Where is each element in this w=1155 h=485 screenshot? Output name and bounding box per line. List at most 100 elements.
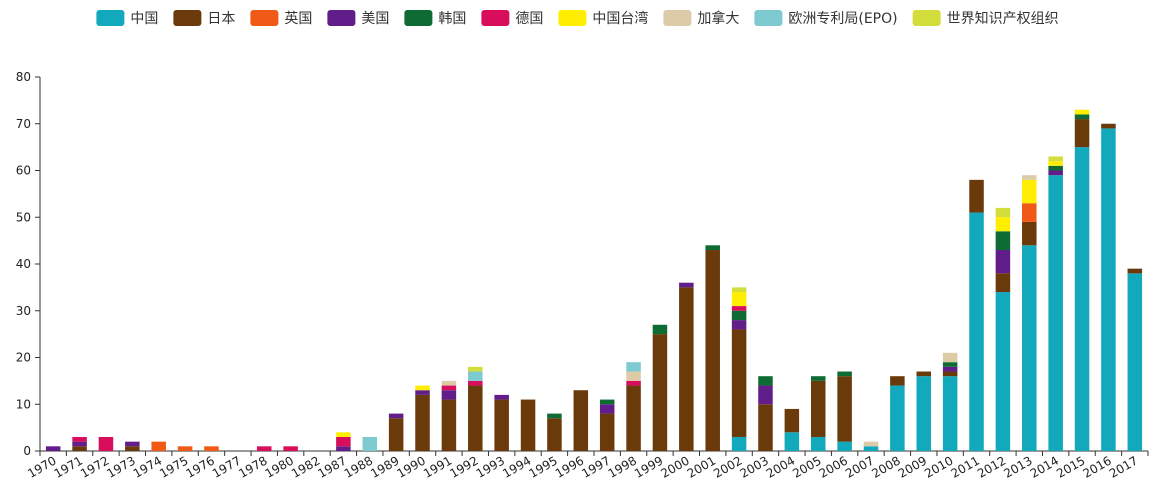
bar-segment[interactable]: [599, 399, 615, 405]
bar-segment[interactable]: [784, 432, 800, 451]
bar-segment[interactable]: [468, 385, 483, 451]
bar-segment[interactable]: [758, 385, 773, 405]
bar-segment[interactable]: [942, 362, 958, 367]
legend-item[interactable]: 英国: [250, 10, 312, 27]
bar-segment[interactable]: [995, 217, 1011, 232]
bar-segment[interactable]: [626, 362, 641, 372]
bar-segment[interactable]: [204, 446, 219, 451]
bar-segment[interactable]: [415, 390, 430, 395]
bar-segment[interactable]: [837, 441, 852, 451]
bar-segment[interactable]: [151, 441, 166, 451]
bar-segment[interactable]: [1048, 170, 1063, 176]
bar-segment[interactable]: [1048, 156, 1063, 162]
bar-segment[interactable]: [599, 413, 615, 451]
bar-segment[interactable]: [1048, 175, 1063, 452]
bar-segment[interactable]: [890, 376, 905, 386]
bar-segment[interactable]: [679, 287, 694, 451]
bar-segment[interactable]: [441, 380, 457, 386]
bar-segment[interactable]: [652, 324, 668, 335]
bar-segment[interactable]: [995, 273, 1011, 293]
bar-segment[interactable]: [125, 441, 140, 447]
bar-segment[interactable]: [1127, 273, 1143, 451]
bar-segment[interactable]: [1022, 203, 1037, 222]
bar-segment[interactable]: [415, 385, 430, 391]
bar-segment[interactable]: [995, 207, 1011, 218]
bar-segment[interactable]: [1022, 221, 1037, 246]
bar-segment[interactable]: [810, 376, 826, 381]
bar-segment[interactable]: [652, 334, 668, 451]
bar-segment[interactable]: [1048, 165, 1063, 171]
bar-segment[interactable]: [72, 436, 87, 442]
bar-segment[interactable]: [731, 292, 747, 307]
bar-segment[interactable]: [679, 282, 694, 288]
bar-segment[interactable]: [256, 446, 272, 451]
bar-segment[interactable]: [441, 385, 457, 391]
bar-segment[interactable]: [441, 399, 457, 451]
bar-segment[interactable]: [1127, 268, 1143, 274]
bar-segment[interactable]: [890, 385, 905, 451]
bar-segment[interactable]: [916, 371, 932, 377]
bar-segment[interactable]: [942, 376, 958, 451]
bar-segment[interactable]: [942, 366, 958, 372]
bar-segment[interactable]: [758, 376, 773, 386]
bar-segment[interactable]: [1101, 128, 1116, 452]
bar-segment[interactable]: [362, 436, 378, 451]
bar-segment[interactable]: [1022, 179, 1037, 204]
bar-segment[interactable]: [388, 418, 404, 451]
bar-segment[interactable]: [626, 371, 641, 381]
bar-segment[interactable]: [916, 376, 932, 451]
bar-segment[interactable]: [731, 329, 747, 437]
bar-segment[interactable]: [547, 413, 562, 419]
bar-segment[interactable]: [1101, 123, 1116, 129]
legend-item[interactable]: 韩国: [404, 10, 466, 27]
bar-segment[interactable]: [731, 436, 747, 451]
bar-segment[interactable]: [573, 390, 589, 451]
bar-segment[interactable]: [731, 287, 747, 293]
bar-segment[interactable]: [810, 436, 826, 451]
bar-segment[interactable]: [468, 366, 483, 372]
bar-segment[interactable]: [547, 418, 562, 451]
bar-segment[interactable]: [705, 245, 720, 250]
bar-segment[interactable]: [626, 385, 641, 451]
bar-segment[interactable]: [810, 380, 826, 437]
bar-segment[interactable]: [837, 371, 852, 377]
bar-segment[interactable]: [863, 446, 879, 451]
legend-item[interactable]: 世界知识产权组织: [912, 10, 1059, 27]
bar-segment[interactable]: [626, 380, 641, 386]
legend-item[interactable]: 欧洲专利局(EPO): [754, 10, 898, 27]
bar-segment[interactable]: [98, 436, 114, 451]
bar-segment[interactable]: [125, 446, 140, 451]
bar-segment[interactable]: [468, 380, 483, 386]
bar-segment[interactable]: [1074, 114, 1090, 120]
bar-segment[interactable]: [758, 404, 773, 451]
bar-segment[interactable]: [388, 413, 404, 419]
bar-segment[interactable]: [177, 446, 193, 451]
bar-segment[interactable]: [599, 404, 615, 414]
bar-segment[interactable]: [1022, 245, 1037, 451]
bar-segment[interactable]: [494, 399, 509, 451]
bar-segment[interactable]: [494, 394, 509, 400]
bar-segment[interactable]: [336, 432, 351, 437]
bar-segment[interactable]: [705, 249, 720, 451]
bar-segment[interactable]: [441, 390, 457, 400]
bar-segment[interactable]: [336, 446, 351, 451]
legend-item[interactable]: 日本: [173, 10, 235, 27]
bar-segment[interactable]: [468, 371, 483, 381]
legend-item[interactable]: 中国台湾: [558, 10, 648, 27]
bar-segment[interactable]: [942, 371, 958, 377]
bar-segment[interactable]: [731, 306, 747, 311]
bar-segment[interactable]: [942, 352, 958, 363]
bar-segment[interactable]: [336, 436, 351, 447]
bar-segment[interactable]: [995, 249, 1011, 274]
bar-segment[interactable]: [72, 446, 87, 451]
bar-segment[interactable]: [731, 320, 747, 330]
bar-segment[interactable]: [415, 394, 430, 451]
legend-item[interactable]: 美国: [327, 10, 389, 27]
bar-segment[interactable]: [969, 179, 984, 213]
bar-segment[interactable]: [731, 310, 747, 321]
bar-segment[interactable]: [45, 446, 61, 451]
bar-segment[interactable]: [784, 408, 800, 433]
legend-item[interactable]: 中国: [96, 10, 158, 27]
bar-segment[interactable]: [969, 212, 984, 451]
bar-segment[interactable]: [1074, 147, 1090, 451]
